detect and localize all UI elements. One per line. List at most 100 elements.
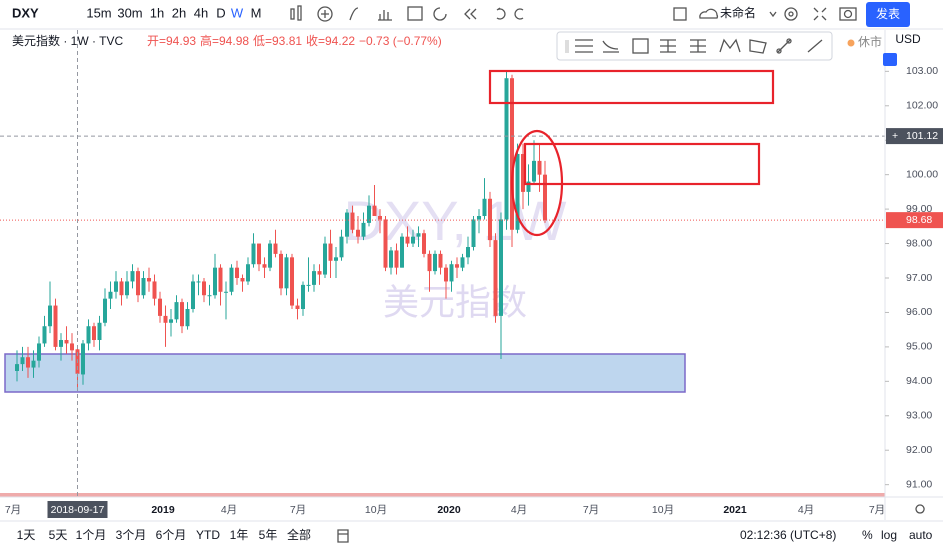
candle-body: [405, 236, 410, 244]
crosshair-date-badge: [47, 501, 108, 518]
candle-body: [328, 243, 333, 261]
legend-change: −0.73 (−0.77%): [359, 34, 442, 48]
candle-body: [394, 250, 399, 268]
range-button[interactable]: 5年: [259, 528, 278, 542]
candle-body: [284, 257, 289, 289]
candle-body: [416, 233, 421, 237]
price-axis: [885, 30, 943, 496]
price-label: 100.00: [906, 168, 938, 180]
candle-body: [306, 284, 311, 286]
interval[interactable]: 30m: [117, 5, 142, 20]
price-label: 98.00: [906, 237, 932, 249]
candle-body: [526, 181, 531, 192]
market-dot: [847, 39, 855, 47]
range-button[interactable]: 全部: [287, 527, 311, 542]
candle-body: [37, 343, 41, 361]
range-button[interactable]: 1年: [230, 528, 249, 542]
price-label: 93.00: [906, 410, 932, 422]
candle-body: [383, 219, 388, 268]
red-box[interactable]: [523, 142, 761, 186]
time-label: 10月: [652, 504, 674, 516]
interval[interactable]: 4h: [194, 5, 208, 20]
candle-body: [488, 198, 492, 241]
time-label: 4月: [798, 504, 814, 516]
range-button[interactable]: 1个月: [76, 528, 107, 542]
candle-body: [174, 302, 179, 320]
candle-body: [53, 305, 58, 347]
crosshair-date: 2018-09-17: [51, 504, 105, 516]
red-ellipse[interactable]: [510, 129, 564, 237]
interval[interactable]: 2h: [172, 5, 186, 20]
candle-body: [262, 264, 267, 268]
toolbar-icons[interactable]: [290, 5, 857, 22]
candle-body: [361, 222, 366, 237]
dropdown-caret: [769, 11, 777, 18]
price-label: 94.00: [906, 375, 932, 387]
time-label: 7月: [290, 504, 306, 516]
legend-open: 开=94.93: [147, 34, 196, 48]
range-button[interactable]: 5天: [49, 528, 68, 542]
candle-body: [504, 78, 509, 220]
candle-body: [339, 236, 344, 258]
candle-body: [482, 198, 487, 216]
symbol[interactable]: DXY: [12, 5, 39, 20]
candle-body: [466, 247, 470, 258]
candle-body: [515, 154, 520, 230]
layout-name[interactable]: 未命名: [720, 5, 756, 20]
range-button[interactable]: YTD: [196, 528, 220, 542]
candle-body: [510, 78, 514, 230]
publish-label[interactable]: 发表: [876, 6, 900, 21]
red-box[interactable]: [488, 69, 775, 105]
range-icon[interactable]: [337, 529, 349, 543]
candle-body: [70, 343, 74, 351]
auto-toggle[interactable]: auto: [909, 528, 933, 542]
candle-body: [114, 281, 118, 292]
interval[interactable]: 15m: [86, 5, 111, 20]
candle-body: [163, 315, 168, 323]
candle-body: [411, 236, 415, 244]
price-label: 99.00: [906, 203, 932, 215]
drawing-toolbar[interactable]: [556, 31, 833, 61]
candle-body: [389, 250, 393, 268]
range-button[interactable]: 1天: [17, 528, 36, 542]
candle-body: [521, 154, 525, 192]
log-toggle[interactable]: log: [881, 528, 897, 542]
candle-body: [59, 340, 63, 347]
candle-body: [15, 364, 19, 371]
candle-body: [372, 205, 377, 216]
time-label: 4月: [221, 504, 237, 516]
scale-button[interactable]: [883, 53, 897, 66]
candle-body: [532, 160, 536, 182]
percent-toggle[interactable]: %: [862, 528, 873, 542]
interval[interactable]: D: [216, 5, 225, 20]
range-button[interactable]: 6个月: [156, 528, 187, 542]
candle-body: [493, 240, 498, 316]
price-label: 91.00: [906, 478, 932, 490]
candle-body: [125, 281, 129, 296]
watermark-symbol: DXY, 1W: [343, 189, 566, 252]
range-button[interactable]: 3个月: [116, 528, 147, 542]
candle-body: [455, 264, 459, 268]
crosshair-price-label: 101.12: [906, 130, 938, 142]
candle-body: [191, 281, 195, 309]
candle-body: [295, 305, 300, 309]
interval[interactable]: M: [251, 5, 262, 20]
support-zone[interactable]: [4, 353, 686, 393]
candle-body: [350, 212, 355, 230]
time-label: 2019: [151, 504, 175, 516]
candle-body: [246, 264, 250, 282]
interval[interactable]: W: [231, 5, 244, 20]
candle-body: [180, 302, 184, 327]
candle-body: [356, 229, 360, 237]
candle-body: [31, 360, 36, 368]
publish-button[interactable]: [866, 2, 910, 27]
settings-icon[interactable]: [915, 504, 925, 514]
time-label: 2020: [437, 504, 461, 516]
interval[interactable]: 1h: [150, 5, 164, 20]
candle-body: [207, 295, 212, 297]
last-price-badge: [886, 212, 943, 229]
annotations[interactable]: [488, 69, 775, 237]
candle-body: [301, 284, 305, 309]
legend-low: 低=93.81: [253, 34, 302, 48]
